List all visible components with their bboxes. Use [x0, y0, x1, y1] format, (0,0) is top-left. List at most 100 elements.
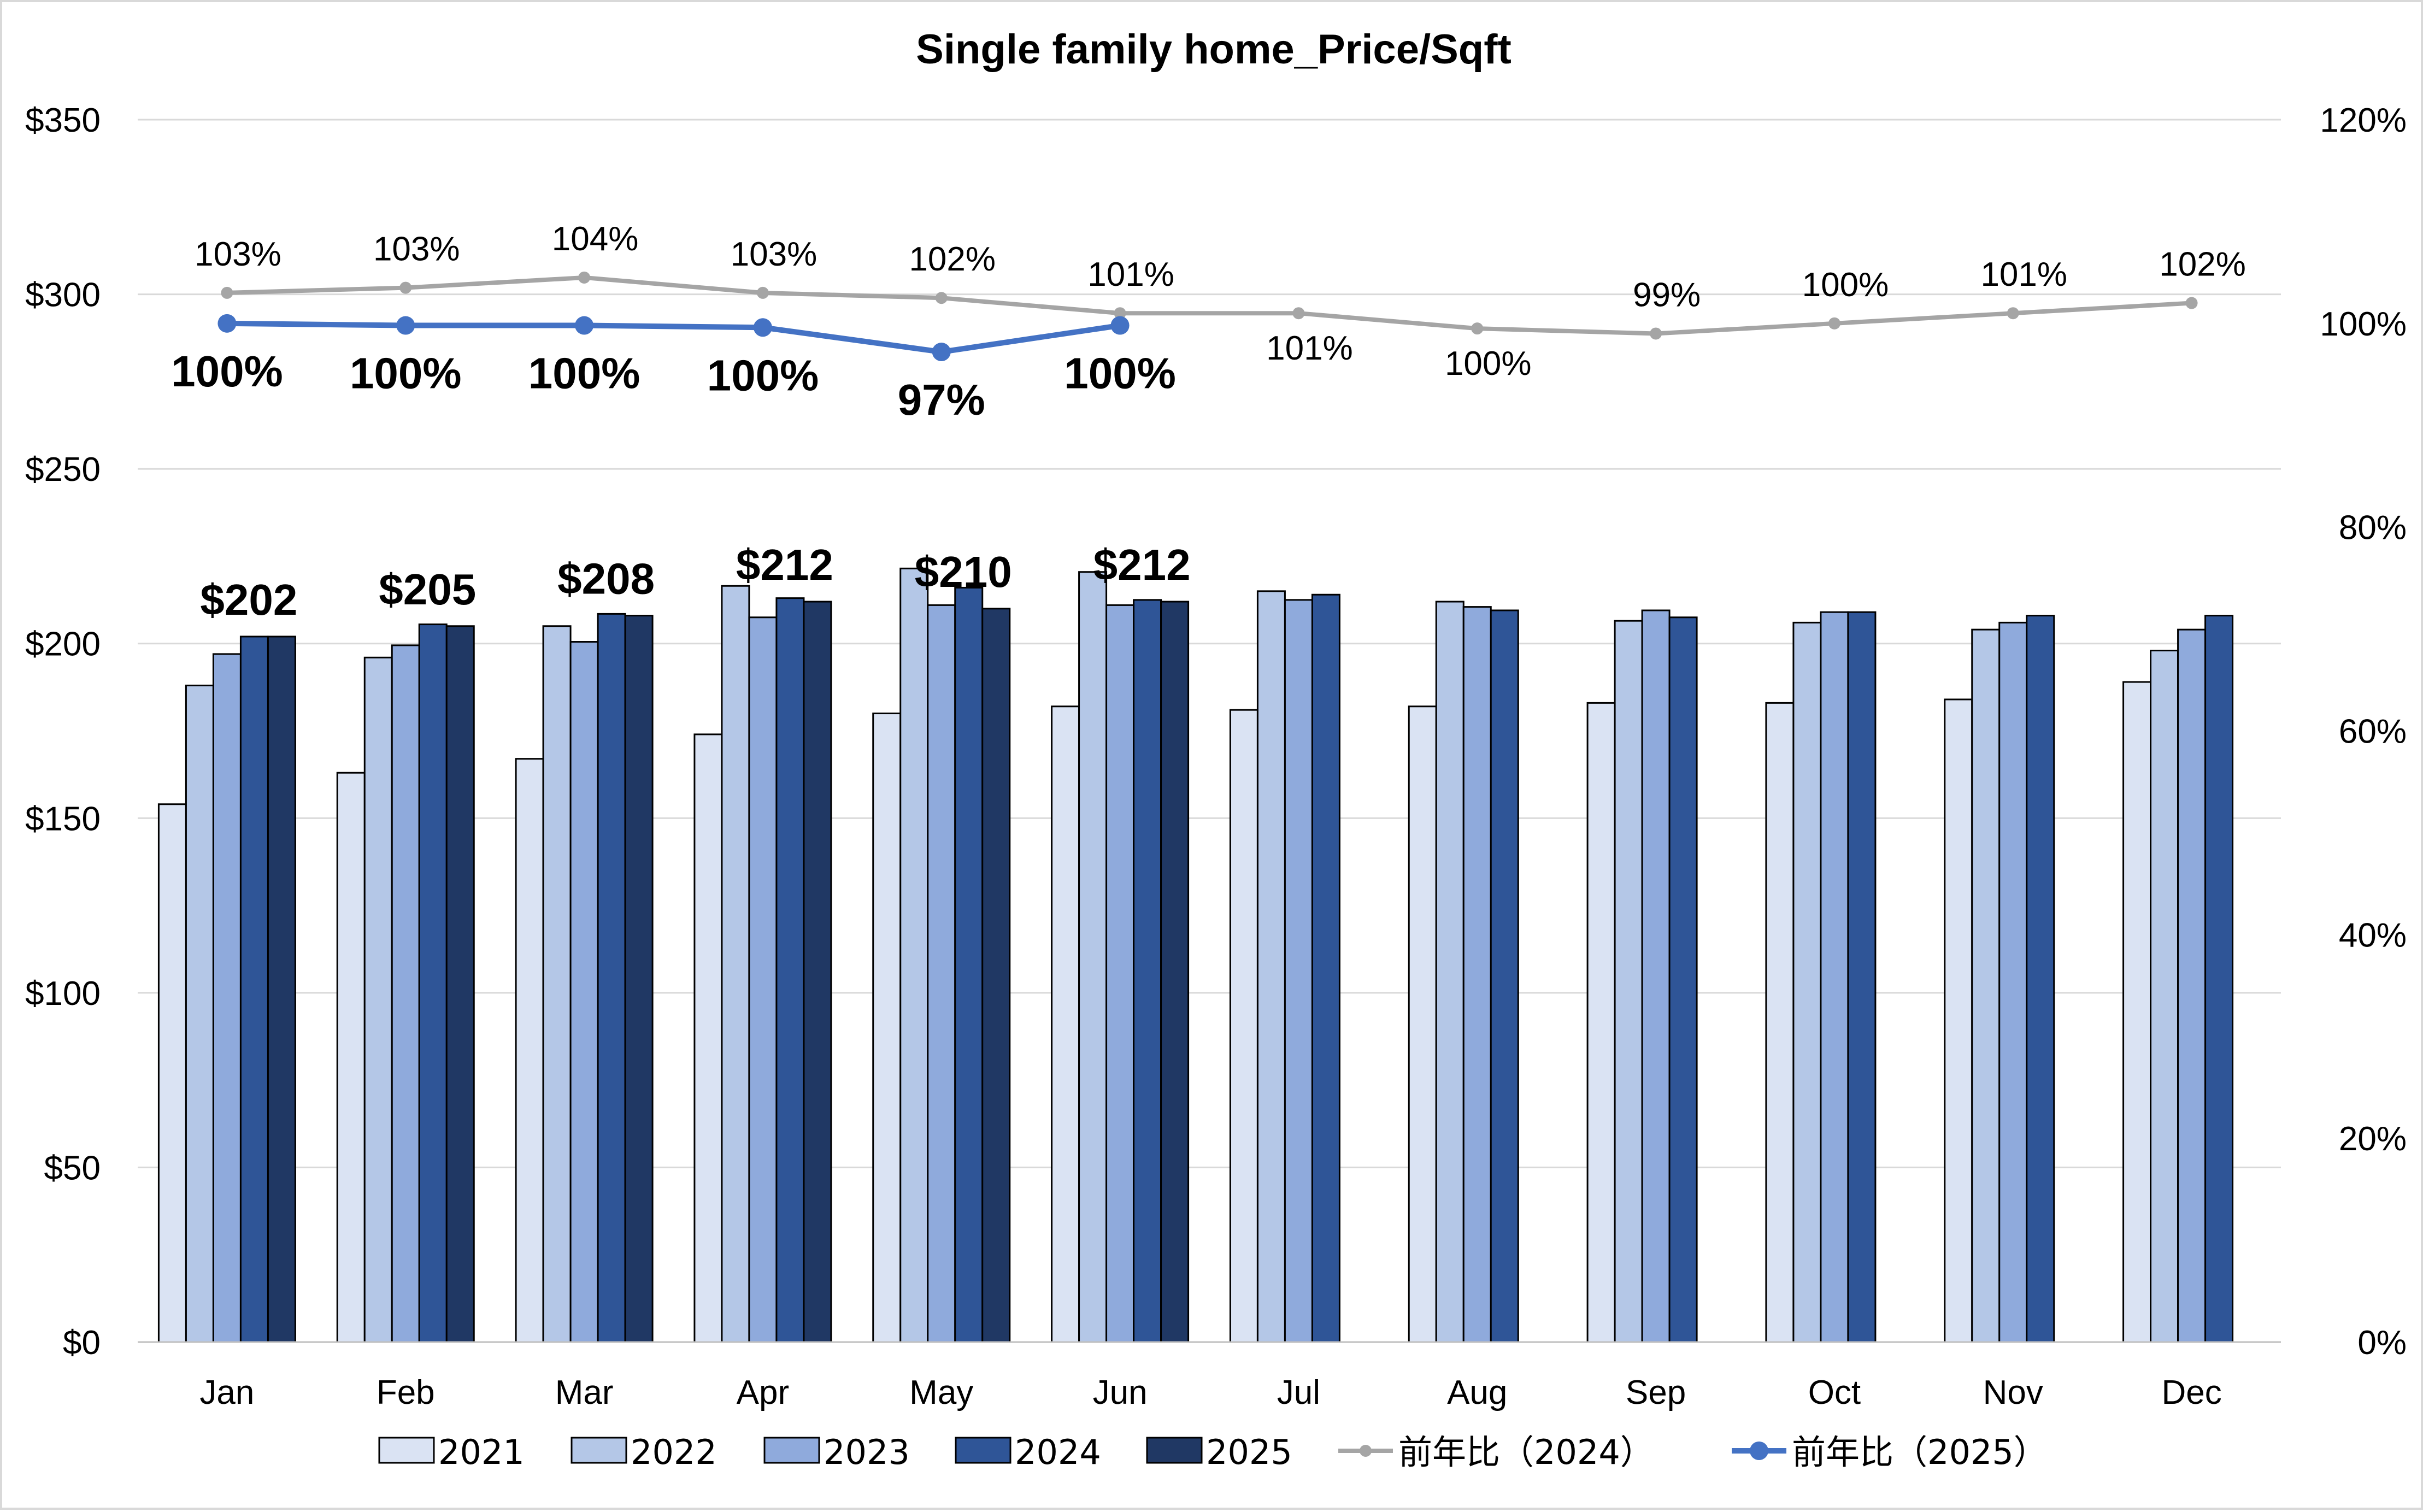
point-前年比（2025）	[396, 316, 415, 335]
bar-2023	[569, 641, 599, 1343]
y-tick-label: $100	[25, 975, 101, 1013]
bar-2022	[1792, 621, 1822, 1343]
bar-data-label: $212	[736, 540, 833, 589]
bar-2023	[748, 616, 778, 1343]
data-labels: $202 $205 $208 $212 $210 $212 103% 103% 104% 103%…	[171, 220, 2246, 624]
y2-tick-label: 0%	[2357, 1324, 2407, 1362]
legend-label: 2024	[1015, 1432, 1101, 1472]
grid-lines	[138, 119, 2281, 1168]
bar-2022	[542, 625, 572, 1343]
point-前年比（2024）	[1828, 317, 1840, 330]
bar-2024	[597, 613, 626, 1343]
bar-2022	[1614, 620, 1643, 1343]
bar-2024	[2204, 615, 2234, 1343]
point-前年比（2024）	[1292, 307, 1305, 320]
x-tick-label: May	[909, 1374, 973, 1411]
bar-data-label: $205	[379, 565, 476, 614]
line-前年比（2025）	[227, 320, 1121, 355]
y2-tick-label: 80%	[2339, 509, 2407, 547]
bar-2023	[1284, 599, 1313, 1343]
bar-2022	[2150, 649, 2179, 1343]
legend-label: 2023	[824, 1432, 910, 1472]
bar-2021	[336, 772, 366, 1343]
point-前年比（2025）	[753, 318, 772, 337]
ratio-2025-label: 100%	[707, 351, 819, 399]
x-tick-label: Dec	[2161, 1374, 2221, 1411]
bar-2024	[1133, 599, 1162, 1343]
y-tick-label: $250	[25, 451, 101, 489]
ratio-2024-label: 101%	[1980, 256, 2067, 293]
ratio-2024-label: 102%	[2159, 246, 2246, 284]
bar-2022	[363, 656, 393, 1343]
legend: 2021 2022 2023 2024 2025 前年比（2024） 前年比（2025）	[378, 1432, 2048, 1472]
legend-label: 前年比（2024）	[1398, 1432, 1654, 1472]
bar-data-label: $210	[915, 548, 1012, 596]
point-前年比（2024）	[578, 271, 591, 284]
axes: $0 $50 $100 $150 $200 $250 $300 $350 0% 20% 40% 60%…	[25, 102, 2407, 1411]
bar-2025	[803, 601, 832, 1343]
legend-label: 2021	[438, 1432, 525, 1472]
line-前年比（2024）	[227, 275, 2192, 336]
point-前年比（2025）	[217, 314, 237, 333]
bar-2023	[1105, 604, 1135, 1343]
point-前年比（2025）	[1110, 316, 1130, 335]
point-前年比（2024）	[756, 286, 769, 299]
y-tick-label: $300	[25, 276, 101, 314]
y2-tick-label: 40%	[2339, 916, 2407, 954]
bar-2023	[1998, 621, 2028, 1343]
ratio-2024-label: 103%	[195, 236, 281, 273]
y2-tick-label: 60%	[2339, 713, 2407, 751]
ratio-2024-label: 100%	[1802, 266, 1889, 304]
ratio-2025-label: 100%	[1064, 349, 1176, 398]
bar-2021	[1944, 698, 1973, 1343]
bar-2021	[1051, 705, 1080, 1343]
bar-data-label: $212	[1093, 540, 1191, 589]
bar-2023	[391, 644, 420, 1343]
bar-2025	[267, 636, 296, 1343]
bar-2025	[445, 625, 475, 1343]
x-tick-label: Jul	[1277, 1374, 1320, 1411]
bar-2021	[1586, 702, 1616, 1343]
legend-swatch-2023	[763, 1437, 820, 1464]
bar-2024	[1668, 616, 1698, 1343]
bar-2024	[239, 636, 269, 1343]
bar-2023	[1462, 606, 1492, 1343]
x-tick-label: Sep	[1626, 1374, 1686, 1411]
ratio-2024-label: 104%	[552, 220, 639, 258]
ratio-2025-label: 100%	[171, 347, 283, 396]
y-tick-label: $0	[63, 1324, 101, 1362]
bar-2021	[872, 713, 902, 1343]
bar-2023	[212, 653, 242, 1343]
point-前年比（2024）	[221, 286, 233, 299]
y-tick-label: $350	[25, 102, 101, 139]
bar-2024	[775, 597, 805, 1343]
ratio-2025-label: 100%	[350, 349, 462, 398]
point-前年比（2024）	[1650, 327, 1662, 340]
legend-swatch-2021	[378, 1437, 435, 1464]
bar-2024	[1847, 611, 1877, 1343]
bar-2022	[721, 585, 750, 1343]
ratio-2024-label: 101%	[1266, 330, 1353, 367]
ratio-2024-label: 100%	[1445, 345, 1532, 383]
ratio-2024-label: 101%	[1087, 256, 1174, 293]
x-tick-label: Feb	[377, 1374, 435, 1411]
ratio-lines	[217, 271, 2198, 362]
y-tick-label: $150	[25, 800, 101, 838]
bar-2025	[1160, 601, 1190, 1343]
point-前年比（2025）	[932, 343, 951, 362]
bar-2023	[1641, 609, 1671, 1343]
point-前年比（2024）	[935, 292, 948, 304]
bar-2022	[1078, 571, 1108, 1343]
legend-marker-前年比（2025）	[1750, 1442, 1768, 1460]
y2-tick-label: 120%	[2320, 102, 2407, 139]
y2-tick-label: 20%	[2339, 1120, 2407, 1158]
x-tick-label: Mar	[555, 1374, 614, 1411]
legend-label: 前年比（2025）	[1792, 1432, 2048, 1472]
bar-2023	[2177, 628, 2207, 1343]
ratio-2025-label: 100%	[528, 349, 640, 398]
bar-2021	[157, 803, 187, 1343]
y-tick-label: $200	[25, 626, 101, 663]
legend-marker-前年比（2024）	[1360, 1445, 1372, 1457]
x-tick-label: Apr	[737, 1374, 789, 1411]
